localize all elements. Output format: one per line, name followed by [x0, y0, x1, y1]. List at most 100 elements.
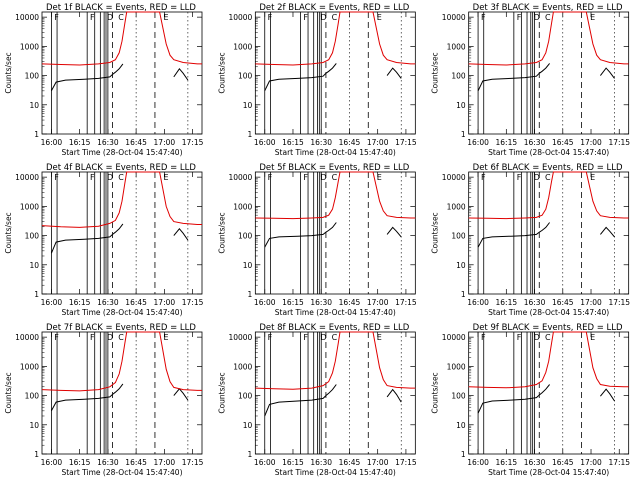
- y-axis-label: Counts/sec: [431, 52, 440, 93]
- x-axis-label: Start Time (28-Oct-04 15:47:40): [61, 148, 182, 157]
- top-marker: D: [534, 173, 540, 182]
- x-tick-label: 16:00: [41, 458, 63, 467]
- top-marker: E: [163, 13, 168, 22]
- detector-panel-9: Det 9f BLACK = Events, RED = LLD 1 10 100 10…: [431, 323, 631, 477]
- top-marker: F: [54, 173, 59, 182]
- x-tick-label: 16:45: [339, 298, 361, 307]
- detector-panel-4: Det 4f BLACK = Events, RED = LLD 1 10 100 10…: [4, 163, 204, 317]
- y-tick-label: 1000: [233, 202, 252, 211]
- panel-title: Det 2f BLACK = Events, RED = LLD: [259, 3, 409, 13]
- top-marker: D: [107, 333, 113, 342]
- top-marker: F: [268, 13, 273, 22]
- y-axis-label: Counts/sec: [4, 372, 13, 413]
- x-tick-label: 17:00: [154, 298, 176, 307]
- detector-panel-1: Det 1f BLACK = Events, RED = LLD 1 10 100 10…: [4, 3, 204, 157]
- top-marker: C: [118, 173, 124, 182]
- top-marker: D: [107, 13, 113, 22]
- y-tick-label: 100: [238, 232, 253, 241]
- top-marker: C: [545, 13, 551, 22]
- y-tick-label: 1: [248, 290, 253, 299]
- top-marker: F: [54, 333, 59, 342]
- x-tick-label: 16:15: [496, 298, 518, 307]
- y-tick-label: 10000: [228, 333, 252, 342]
- series-events-line: [264, 63, 402, 92]
- x-tick-label: 17:15: [395, 138, 417, 147]
- x-tick-label: 17:15: [608, 458, 630, 467]
- top-marker: D: [107, 173, 113, 182]
- top-marker: D: [320, 333, 326, 342]
- x-tick-label: 16:00: [467, 298, 489, 307]
- series-events-line: [477, 384, 615, 414]
- top-marker: E: [377, 13, 382, 22]
- x-tick-label: 17:15: [608, 298, 630, 307]
- panel-title: Det 8f BLACK = Events, RED = LLD: [259, 323, 409, 333]
- x-tick-label: 16:15: [496, 138, 518, 147]
- x-axis-label: Start Time (28-Oct-04 15:47:40): [488, 308, 609, 317]
- top-marker: E: [163, 173, 168, 182]
- x-tick-label: 17:00: [580, 458, 602, 467]
- x-tick-label: 16:30: [310, 298, 332, 307]
- series-lld-line: [41, 171, 202, 228]
- top-marker: E: [590, 173, 595, 182]
- top-marker: F: [517, 333, 522, 342]
- series-lld-line: [255, 11, 416, 66]
- x-tick-label: 17:00: [580, 298, 602, 307]
- x-tick-label: 16:15: [282, 298, 304, 307]
- detector-panel-3: Det 3f BLACK = Events, RED = LLD 1 10 100 10…: [431, 3, 631, 157]
- y-tick-label: 100: [25, 232, 40, 241]
- x-tick-label: 16:00: [467, 138, 489, 147]
- top-marker: D: [534, 13, 540, 22]
- series-events-line: [264, 222, 402, 248]
- top-marker: C: [118, 13, 124, 22]
- x-axis-label: Start Time (28-Oct-04 15:47:40): [275, 148, 396, 157]
- y-tick-label: 1000: [20, 42, 39, 51]
- top-marker: C: [332, 173, 338, 182]
- y-tick-label: 100: [25, 72, 40, 81]
- series-lld-line: [468, 331, 629, 389]
- x-tick-label: 17:15: [182, 298, 204, 307]
- x-tick-label: 16:15: [496, 458, 518, 467]
- top-marker: F: [303, 13, 308, 22]
- x-tick-label: 16:30: [310, 458, 332, 467]
- x-tick-label: 17:00: [580, 138, 602, 147]
- x-tick-label: 16:30: [524, 458, 546, 467]
- x-tick-label: 17:15: [182, 138, 204, 147]
- top-marker: F: [90, 333, 95, 342]
- x-tick-label: 16:45: [552, 298, 574, 307]
- y-tick-label: 100: [238, 72, 253, 81]
- x-tick-label: 16:00: [254, 298, 276, 307]
- x-tick-label: 16:15: [282, 458, 304, 467]
- detector-panel-7: Det 7f BLACK = Events, RED = LLD 1 10 100 10…: [4, 323, 204, 477]
- y-tick-label: 1: [461, 450, 466, 459]
- y-tick-label: 10: [456, 101, 466, 110]
- panel-title: Det 7f BLACK = Events, RED = LLD: [46, 323, 196, 333]
- top-marker: E: [590, 333, 595, 342]
- x-tick-label: 17:00: [367, 298, 389, 307]
- y-tick-label: 1: [34, 130, 39, 139]
- series-lld-line: [468, 171, 629, 220]
- plot-frame: [254, 11, 416, 135]
- y-tick-label: 10000: [442, 13, 466, 22]
- top-marker: E: [377, 173, 382, 182]
- top-marker: F: [481, 333, 486, 342]
- y-tick-label: 1: [248, 450, 253, 459]
- x-tick-label: 16:30: [524, 298, 546, 307]
- y-tick-label: 1000: [447, 42, 466, 51]
- x-tick-label: 17:00: [367, 458, 389, 467]
- plot-frame: [41, 11, 203, 135]
- panel-title: Det 9f BLACK = Events, RED = LLD: [473, 323, 623, 333]
- plot-frame: [41, 171, 203, 295]
- x-axis-label: Start Time (28-Oct-04 15:47:40): [275, 308, 396, 317]
- x-axis-label: Start Time (28-Oct-04 15:47:40): [61, 468, 182, 477]
- top-marker: E: [163, 333, 168, 342]
- top-marker: E: [377, 333, 382, 342]
- top-marker: C: [332, 333, 338, 342]
- series-events-line: [50, 383, 189, 412]
- x-tick-label: 16:45: [339, 458, 361, 467]
- top-marker: C: [332, 13, 338, 22]
- y-tick-label: 10000: [228, 13, 252, 22]
- top-marker: E: [590, 13, 595, 22]
- y-tick-label: 1000: [233, 42, 252, 51]
- detector-panel-5: Det 5f BLACK = Events, RED = LLD 1 10 100 10…: [217, 163, 417, 317]
